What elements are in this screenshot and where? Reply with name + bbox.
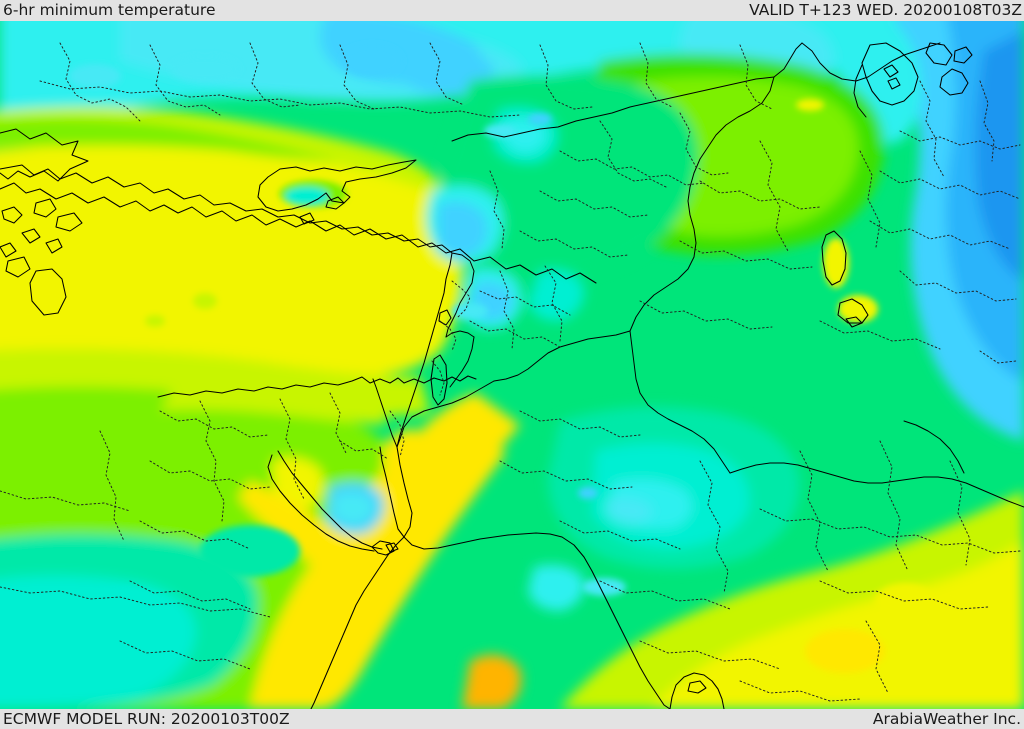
temperature-field-detail — [60, 45, 935, 673]
model-run-label: ECMWF MODEL RUN: 20200103T00Z — [3, 710, 290, 728]
page-title: 6-hr minimum temperature — [3, 1, 216, 19]
header-bar: 6-hr minimum temperature VALID T+123 WED… — [0, 0, 1024, 21]
coastlines — [0, 42, 973, 709]
admin-boundaries — [0, 42, 1021, 702]
provider-credit: ArabiaWeather Inc. — [872, 710, 1021, 728]
national-borders — [372, 42, 1024, 508]
valid-time-label: VALID T+123 WED. 20200108T03Z — [749, 1, 1022, 19]
temperature-map[interactable] — [0, 21, 1024, 709]
map-canvas — [0, 21, 1024, 709]
footer-bar: ECMWF MODEL RUN: 20200103T00Z ArabiaWeat… — [0, 709, 1024, 729]
